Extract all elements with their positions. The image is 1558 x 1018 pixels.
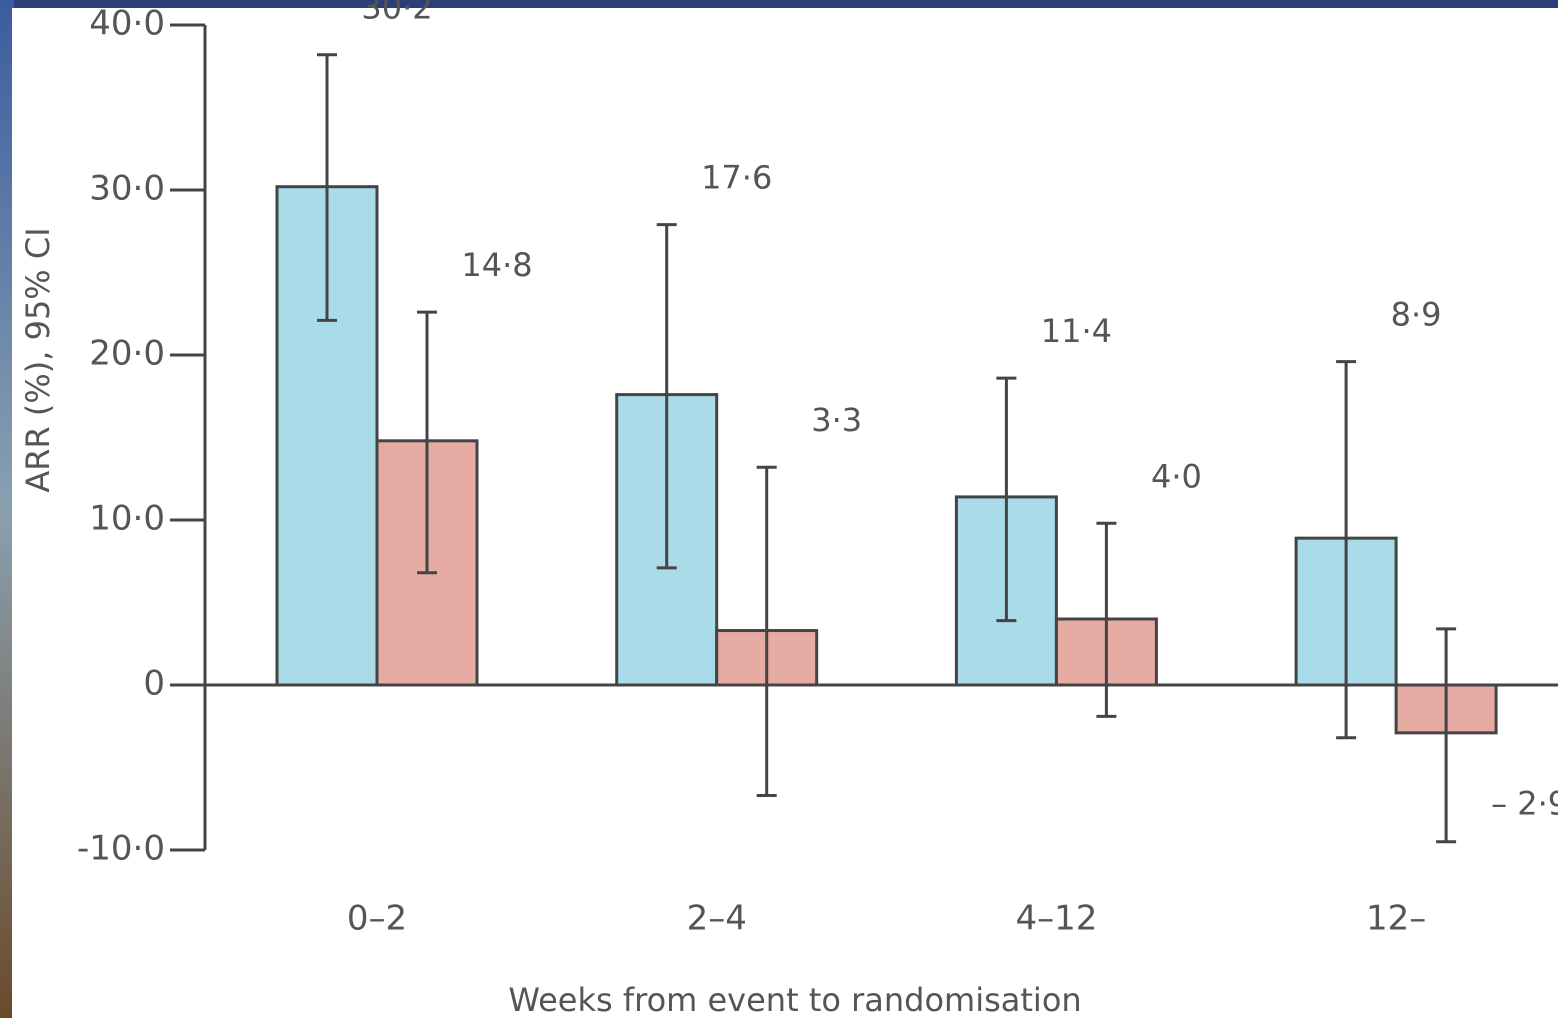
- y-tick-label: 30·0: [89, 169, 165, 209]
- y-tick-label: 10·0: [89, 499, 165, 539]
- value-label: 17·6: [701, 159, 772, 197]
- y-tick-label: 0: [143, 664, 165, 704]
- value-label: 11·4: [1041, 312, 1112, 350]
- background-edge: [0, 0, 14, 1018]
- plot-background: [12, 8, 1558, 1018]
- x-axis-label: Weeks from event to randomisation: [508, 981, 1081, 1018]
- y-tick-label: 20·0: [89, 334, 165, 374]
- value-label: 30·2: [361, 0, 432, 27]
- page: ARR (%), 95% CI Weeks from event to rand…: [0, 0, 1558, 1018]
- x-tick-label: 0–2: [347, 899, 407, 939]
- x-tick-label: 2–4: [687, 899, 747, 939]
- y-tick-label: 40·0: [89, 4, 165, 44]
- x-tick-label: 4–12: [1015, 899, 1097, 939]
- y-axis-label: ARR (%), 95% CI: [19, 227, 57, 492]
- x-tick-label: 12–: [1366, 899, 1426, 939]
- value-label: 8·9: [1391, 296, 1442, 334]
- chart: ARR (%), 95% CI Weeks from event to rand…: [0, 0, 1558, 1018]
- y-tick-label: -10·0: [77, 829, 165, 869]
- value-label: 4·0: [1151, 457, 1202, 495]
- value-label: 14·8: [461, 246, 532, 284]
- value-label: – 2·9: [1491, 784, 1558, 822]
- value-label: 3·3: [811, 401, 862, 439]
